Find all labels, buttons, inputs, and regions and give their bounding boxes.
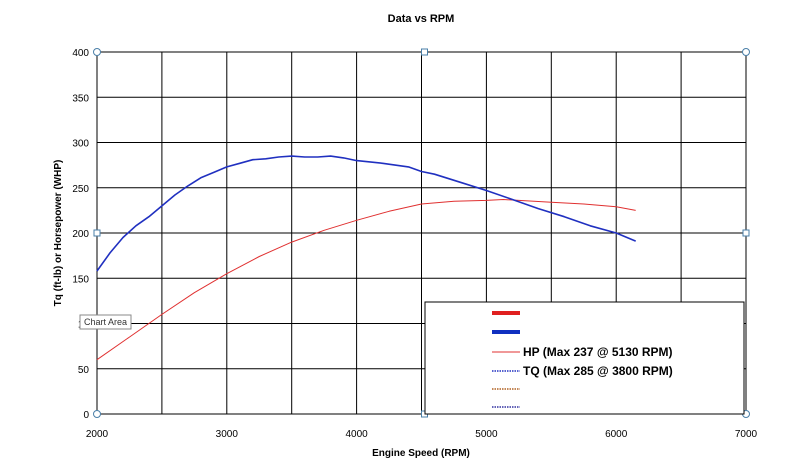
x-tick-label: 2000: [86, 429, 109, 440]
legend-box: [424, 301, 745, 415]
y-tick-label: 50: [78, 365, 90, 376]
tooltip-box: [79, 314, 132, 330]
y-tick-label: 400: [72, 48, 89, 59]
x-tick-label: 6000: [605, 429, 628, 440]
tq-series-line: [96, 155, 637, 272]
x-tick-label: 7000: [735, 429, 758, 440]
resize-handle[interactable]: [742, 229, 750, 237]
y-ticks: 05010150200250300350400: [72, 48, 89, 421]
chart-title: Data vs RPM: [388, 13, 455, 25]
resize-handle[interactable]: [93, 229, 101, 237]
x-tick-label: 5000: [475, 429, 498, 440]
legend-label: TQ (Max 285 @ 3800 RPM): [523, 364, 673, 378]
series-group: [96, 155, 637, 361]
tooltip-label: Chart Area: [84, 317, 127, 327]
x-axis-label: Engine Speed (RPM): [372, 448, 470, 459]
y-tick-label: 0: [83, 410, 89, 421]
resize-handle[interactable]: [742, 48, 750, 56]
y-tick-label: 200: [72, 229, 89, 240]
y-axis-label: Tq (ft-lb) or Horsepower (WHP): [53, 160, 64, 307]
hp-series-line: [96, 199, 636, 361]
chart-area-tooltip: Chart Area: [79, 314, 132, 330]
x-tick-label: 3000: [216, 429, 239, 440]
y-tick-label: 300: [72, 139, 89, 150]
x-tick-label: 4000: [345, 429, 368, 440]
resize-handle[interactable]: [93, 410, 101, 418]
resize-handle[interactable]: [93, 48, 101, 56]
y-tick-label: 250: [72, 184, 89, 195]
resize-handle[interactable]: [421, 48, 428, 56]
legend[interactable]: HP (Max 237 @ 5130 RPM) TQ (Max 285 @ 380…: [424, 301, 745, 415]
y-tick-label: 150: [72, 274, 89, 285]
legend-label: HP (Max 237 @ 5130 RPM): [523, 345, 673, 359]
x-ticks: 2000 3000 4000 5000 6000 7000: [86, 429, 758, 440]
y-tick-label: 350: [72, 93, 89, 104]
